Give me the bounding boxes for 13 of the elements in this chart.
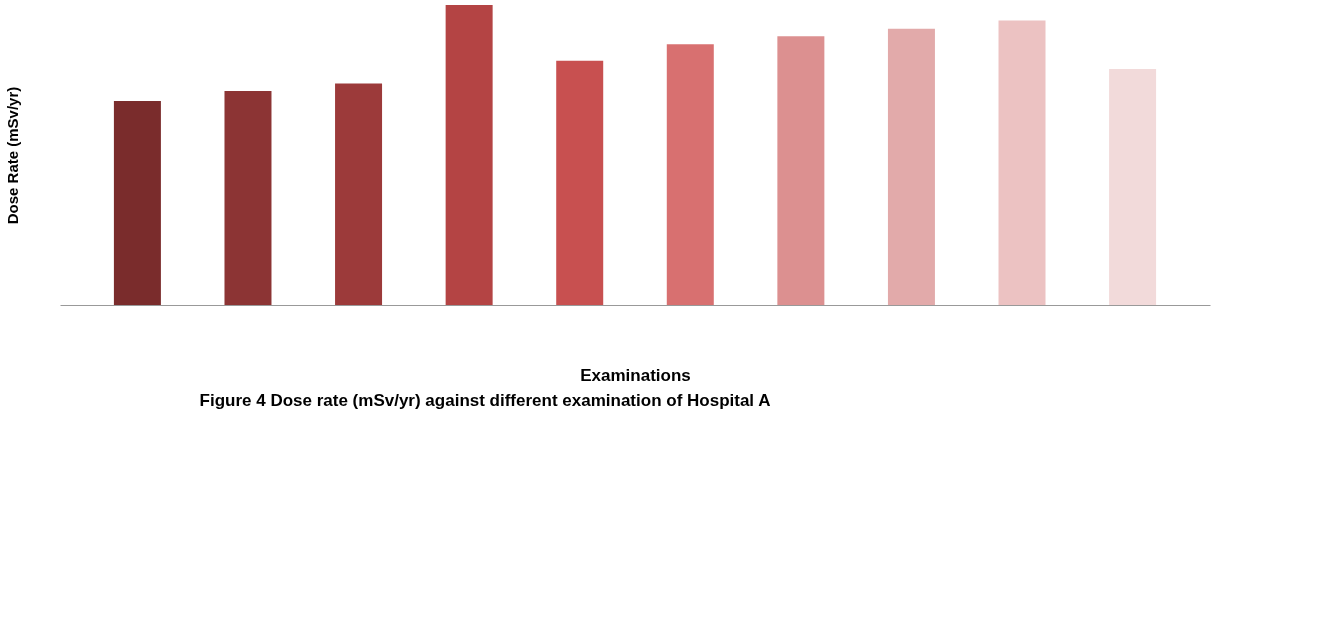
bar [998,20,1046,305]
y-axis-title: Dose Rate (mSv/yr) [3,86,21,225]
bar [777,36,825,305]
x-axis-title: Examinations [580,365,691,385]
bar [224,91,272,305]
bar [666,44,714,305]
bar [113,101,161,305]
bar [556,60,604,305]
bar [445,5,493,305]
text: Figure 4 Dose rate (mSv/yr) against different examination of Hospital A [199,391,771,410]
bar [335,83,383,305]
bar [887,28,935,305]
bar [1109,68,1157,305]
